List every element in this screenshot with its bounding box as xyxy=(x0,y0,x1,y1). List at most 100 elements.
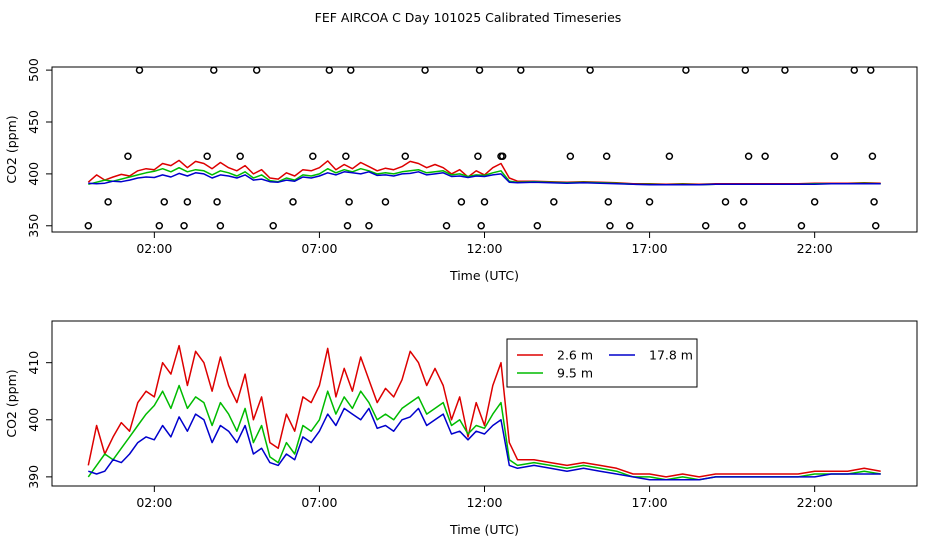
legend-box xyxy=(506,338,698,388)
calibration-point xyxy=(269,222,277,230)
top-x-axis: 02:00 07:00 12:00 17:00 22:00 xyxy=(136,232,833,256)
calibration-point xyxy=(533,222,542,230)
bottom-x-tick-label: 02:00 xyxy=(136,495,172,510)
calibration-point xyxy=(210,66,218,74)
calibration-point xyxy=(480,198,489,206)
calibration-point xyxy=(867,66,875,74)
calibration-point xyxy=(566,152,575,160)
calibration-point xyxy=(183,198,192,206)
calibration-point xyxy=(830,152,839,160)
top-x-tick-label: 22:00 xyxy=(797,241,833,256)
calibration-point xyxy=(517,66,525,74)
calibration-point xyxy=(761,152,769,160)
calibration-point xyxy=(602,152,611,160)
calibration-point xyxy=(475,66,484,74)
calibration-point xyxy=(401,152,410,160)
calibration-point xyxy=(850,66,859,74)
calibration-point xyxy=(180,222,188,230)
calibration-point xyxy=(810,198,819,206)
bottom-series-17-8m-line xyxy=(88,407,881,481)
top-x-axis-label: Time (UTC) xyxy=(449,268,519,283)
top-y-tick-label: 400 xyxy=(26,162,41,186)
top-y-tick-label: 500 xyxy=(26,58,41,82)
calibration-point xyxy=(550,198,558,206)
bottom-y-axis-label: CO2 (ppm) xyxy=(4,369,19,437)
bottom-y-tick-label: 410 xyxy=(26,351,41,375)
top-y-axis-label: CO2 (ppm) xyxy=(4,115,19,183)
chart-title: FEF AIRCOA C Day 101025 Calibrated Times… xyxy=(315,10,622,25)
calibration-point xyxy=(701,222,710,230)
calibration-point xyxy=(744,152,753,160)
calibration-point xyxy=(124,152,132,160)
calibration-point xyxy=(309,152,317,160)
calibration-point xyxy=(477,222,485,230)
calibration-point xyxy=(135,66,144,74)
top-calibration-points xyxy=(84,66,880,230)
top-y-axis: 350 400 450 500 xyxy=(26,58,52,238)
calibration-point xyxy=(797,222,806,230)
bottom-series-lines xyxy=(87,344,881,481)
top-y-tick-label: 350 xyxy=(26,214,41,238)
calibration-point xyxy=(868,152,877,160)
calibration-point xyxy=(203,152,211,160)
calibration-point xyxy=(586,66,594,74)
top-series-lines xyxy=(87,159,881,186)
calibration-point xyxy=(325,66,334,74)
calibration-point xyxy=(347,66,355,74)
legend-label-2-6m: 2.6 m xyxy=(557,348,593,363)
calibration-point xyxy=(739,198,748,206)
calibration-point xyxy=(216,222,225,230)
calibration-point xyxy=(871,222,880,230)
top-y-tick-label: 450 xyxy=(26,110,41,134)
calibration-point xyxy=(289,198,297,206)
calibration-point xyxy=(738,222,746,230)
bottom-plot-box xyxy=(51,320,918,487)
bottom-panel: 02:00 07:00 12:00 17:00 22:00 390 400 410 Time… xyxy=(4,320,918,537)
legend-label-17-8m: 17.8 m xyxy=(649,348,693,363)
bottom-y-axis: 390 400 410 xyxy=(26,351,52,489)
calibration-point xyxy=(213,198,221,206)
calibration-point xyxy=(498,152,507,160)
calibration-point xyxy=(345,198,353,206)
bottom-series-2-6m-line xyxy=(87,344,881,478)
bottom-x-axis: 02:00 07:00 12:00 17:00 22:00 xyxy=(136,486,833,510)
top-plot-box xyxy=(51,66,918,233)
calibration-point xyxy=(84,222,93,230)
bottom-series-9-5m-line xyxy=(87,384,881,481)
calibration-point xyxy=(781,66,789,74)
calibration-point xyxy=(421,66,429,74)
calibration-point xyxy=(721,198,730,206)
bottom-x-tick-label: 22:00 xyxy=(797,495,833,510)
bottom-y-tick-label: 400 xyxy=(26,408,41,432)
calibration-point xyxy=(104,198,112,206)
calibration-point xyxy=(606,222,614,230)
calibration-point xyxy=(343,222,352,230)
calibration-point xyxy=(645,198,654,206)
calibration-point xyxy=(342,152,350,160)
calibration-point xyxy=(381,198,390,206)
calibration-point xyxy=(665,152,674,160)
bottom-x-axis-label: Time (UTC) xyxy=(449,522,519,537)
bottom-x-tick-label: 17:00 xyxy=(632,495,668,510)
calibration-point xyxy=(160,198,169,206)
calibration-point xyxy=(626,222,634,230)
bottom-x-tick-label: 07:00 xyxy=(301,495,337,510)
calibration-point xyxy=(870,198,878,206)
bottom-y-tick-label: 390 xyxy=(26,465,41,489)
top-x-tick-label: 12:00 xyxy=(466,241,502,256)
calibration-point xyxy=(474,152,482,160)
bottom-x-tick-label: 12:00 xyxy=(466,495,502,510)
top-x-tick-label: 17:00 xyxy=(632,241,668,256)
top-x-tick-label: 02:00 xyxy=(136,241,172,256)
calibration-point xyxy=(252,66,261,74)
calibration-point xyxy=(457,198,466,206)
legend: 2.6 m 9.5 m 17.8 m xyxy=(506,338,698,388)
top-x-tick-label: 07:00 xyxy=(301,241,337,256)
calibration-point xyxy=(741,66,750,74)
calibration-point xyxy=(682,66,690,74)
calibration-point xyxy=(442,222,451,230)
calibration-point xyxy=(155,222,164,230)
calibration-point xyxy=(365,222,373,230)
